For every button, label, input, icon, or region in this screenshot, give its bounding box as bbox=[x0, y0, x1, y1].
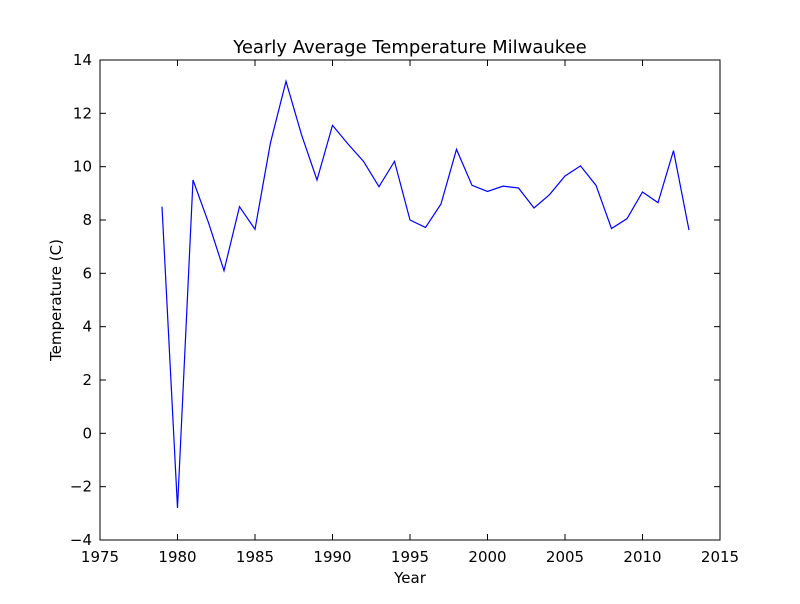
y-tick-label: 12 bbox=[73, 104, 92, 122]
y-tick-label: 0 bbox=[82, 424, 92, 442]
x-tick-label: 2015 bbox=[701, 548, 739, 566]
y-tick-label: 10 bbox=[73, 158, 92, 176]
x-tick-label: 1985 bbox=[236, 548, 274, 566]
series-line bbox=[161, 79, 690, 509]
x-tick-label: 1975 bbox=[81, 548, 119, 566]
x-tick-label: 1990 bbox=[313, 548, 351, 566]
y-tick-label: 14 bbox=[73, 51, 92, 69]
y-axis-label: Temperature (C) bbox=[47, 239, 65, 362]
x-axis-label: Year bbox=[393, 569, 427, 587]
y-tick-label: 6 bbox=[82, 264, 92, 282]
x-tick-label: 2010 bbox=[623, 548, 661, 566]
series-layer bbox=[161, 79, 690, 509]
axis-ticks: 1975 1980 1985 1990 1995 2000 2005 2010 2015−4−2… bbox=[70, 51, 739, 566]
x-tick-label: 2005 bbox=[546, 548, 584, 566]
y-tick-label: −2 bbox=[70, 478, 92, 496]
y-tick-label: −4 bbox=[70, 531, 92, 549]
plot-area bbox=[99, 59, 721, 541]
y-tick-label: 2 bbox=[82, 371, 92, 389]
y-tick-label: 4 bbox=[82, 318, 92, 336]
x-tick-label: 2000 bbox=[468, 548, 506, 566]
chart-title: Yearly Average Temperature Milwaukee bbox=[232, 37, 587, 58]
x-tick-label: 1995 bbox=[391, 548, 429, 566]
y-tick-label: 8 bbox=[82, 211, 92, 229]
x-tick-label: 1980 bbox=[158, 548, 196, 566]
